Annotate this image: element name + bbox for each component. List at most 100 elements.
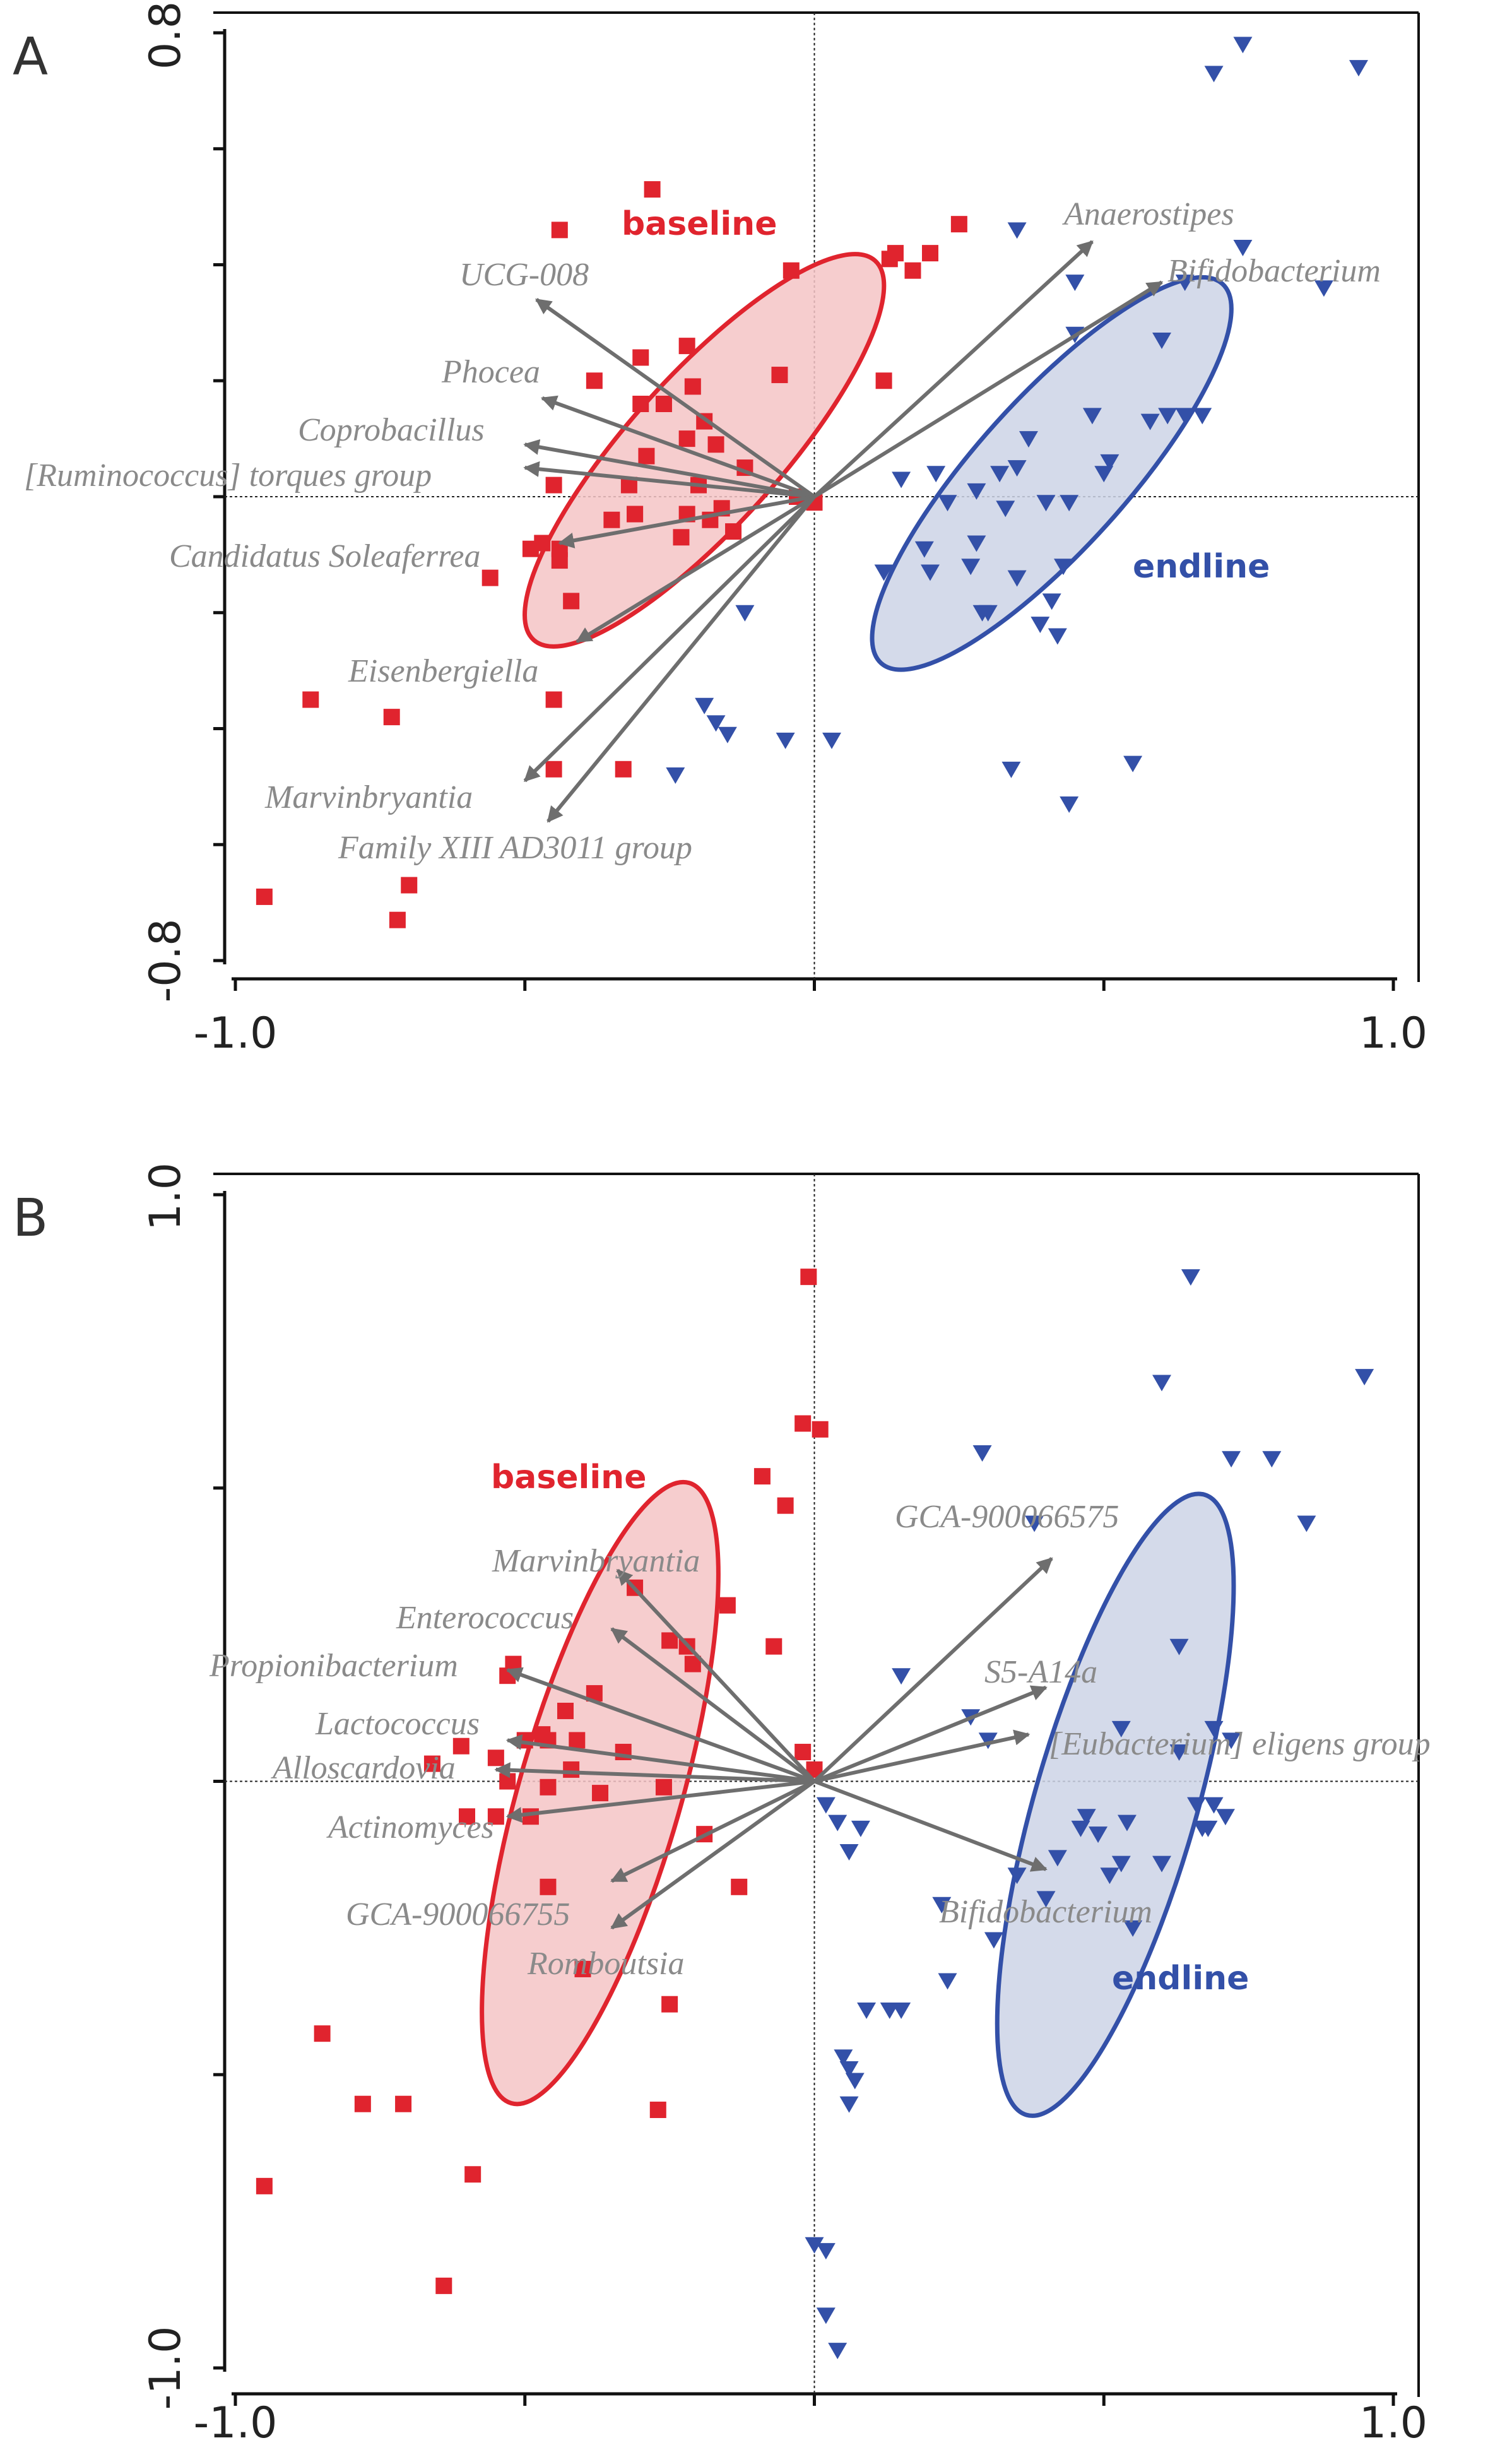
panel-a-endline-point <box>1349 60 1368 77</box>
panel-a-endline-point <box>1048 628 1067 645</box>
panel-a-baseline-point <box>678 430 695 447</box>
panel-b-endline-point <box>892 2003 911 2020</box>
panel-b-endline-point <box>1100 1867 1119 1885</box>
panel-b-endline-point <box>828 1814 848 1832</box>
panel-b-baseline-point <box>256 2177 273 2194</box>
panel-a-endline-point <box>1100 454 1119 471</box>
panel-a: A 0.8 -0.8-1.0 1.0 UCG-008 Phocea Coprobacillu… <box>13 1 1427 1058</box>
panel-a-endline-point <box>1314 280 1333 297</box>
panel-b-endline-point <box>805 2237 824 2254</box>
panel-a-baseline-point <box>632 349 649 366</box>
panel-a-endline-point <box>892 471 911 488</box>
panel-a-endline-point <box>1065 275 1085 292</box>
panel-a-endline-ellipse <box>870 275 1234 672</box>
panel-b-endline-point <box>1355 1369 1374 1386</box>
panel-a-endline-point <box>921 564 940 581</box>
panel-b-baseline-point <box>464 2166 481 2183</box>
panel-b: B 1.0 -1.0-1.0 1.0 Marvinbryantia Enterococcu… <box>13 1163 1431 2448</box>
panel-b-endline-point <box>1071 1820 1090 1837</box>
panel-b-endline-point <box>978 1732 998 1749</box>
panel-b-vector-arrow <box>610 1627 816 1783</box>
panel-a-x-tick-label: -1.0 <box>194 1009 278 1058</box>
panel-b-y-tick-label: -1.0 <box>141 2326 191 2410</box>
panel-b-vector-arrow <box>813 1557 1053 1783</box>
panel-b-endline-point <box>1048 1850 1067 1867</box>
panel-a-baseline-point <box>875 372 892 389</box>
panel-b-baseline-point <box>655 1778 672 1796</box>
panel-b-endline-point <box>1297 1515 1316 1532</box>
panel-b-baseline-point <box>753 1468 771 1485</box>
panel-b-baseline-point <box>800 1269 817 1286</box>
panel-b-baseline-point <box>423 1755 440 1772</box>
panel-a-baseline-point <box>302 691 319 708</box>
panel-a-vector-label: Eisenbergiella <box>348 653 538 689</box>
panel-a-baseline-point <box>950 216 967 233</box>
panel-a-endline-point <box>1233 239 1253 256</box>
panel-b-endline-point <box>1215 1809 1235 1826</box>
panel-a-vector-arrow <box>813 280 1164 499</box>
panel-a-baseline-point <box>644 181 661 198</box>
panel-a-endline-point <box>996 500 1015 518</box>
panel-a-endline-point <box>1054 559 1073 576</box>
panel-b-endline-point <box>1262 1451 1282 1468</box>
panel-a-endline-point <box>1204 66 1224 83</box>
panel-b-endline-point <box>1077 1809 1096 1826</box>
panel-b-endline-point <box>1111 1855 1131 1873</box>
panel-b-baseline-point <box>592 1785 609 1802</box>
panel-a-endline-point <box>1094 466 1114 483</box>
panel-a-baseline-point <box>655 396 672 412</box>
panel-a-endline-point <box>1007 460 1027 477</box>
panel-a-vector-arrow <box>535 298 816 499</box>
panel-b-vector-label: Romboutsia <box>527 1946 684 1982</box>
panel-a-baseline-point <box>627 506 644 523</box>
panel-a-vector-arrow <box>523 461 815 499</box>
panel-b-endline-point <box>1152 1375 1171 1392</box>
panel-a-endline-point <box>1193 408 1212 425</box>
panel-b-endline-point <box>816 1797 836 1814</box>
panel-b-vector-label: [Eubacterium] eligens group <box>1049 1726 1431 1762</box>
panel-b-endline-point <box>1222 1732 1241 1749</box>
panel-b-endline-point <box>839 2096 859 2113</box>
panel-a-baseline-point <box>707 436 724 453</box>
panel-b-endline-point <box>1007 1867 1027 1885</box>
panel-b-vector-label: Propionibacterium <box>209 1648 458 1684</box>
panel-b-endline-point <box>839 1844 859 1861</box>
panel-b-baseline-point <box>354 2095 371 2112</box>
panel-a-endline-point <box>1140 413 1160 430</box>
panel-b-vector-label: Lactococcus <box>315 1706 480 1742</box>
panel-b-baseline-point <box>574 1960 591 1977</box>
panel-a-baseline-point <box>678 338 695 355</box>
panel-a-baseline-point <box>551 222 568 239</box>
panel-b-baseline-point <box>794 1744 812 1761</box>
panel-a-vector-label: Marvinbryantia <box>264 779 473 815</box>
panel-b-endline-point <box>834 2049 853 2066</box>
panel-a-y-tick-label: 0.8 <box>141 1 191 69</box>
panel-b-endline-point <box>1204 1720 1224 1737</box>
panel-a-endline-point <box>776 732 795 749</box>
panel-a-vector-arrow <box>558 495 815 548</box>
panel-b-endline-point <box>857 2003 877 2020</box>
panel-a-baseline-point <box>383 709 400 726</box>
panel-a-baseline-point <box>389 911 406 928</box>
panel-b-vector-arrow <box>616 1568 816 1783</box>
panel-b-vector-label: Marvinbryantia <box>492 1543 700 1579</box>
panel-a-baseline-point <box>673 529 690 546</box>
panel-b-vector-arrow <box>813 1685 1048 1784</box>
panel-b-baseline-point <box>812 1421 829 1438</box>
panel-b-endline-point <box>1152 1855 1171 1873</box>
panel-a-endline-point <box>1060 796 1079 813</box>
panel-a-endline-point <box>718 726 737 743</box>
panel-b-endline-point <box>851 1820 870 1837</box>
panel-a-baseline-point <box>904 262 921 279</box>
panel-a-endline-point <box>1158 408 1178 425</box>
panel-b-vector-arrow <box>505 1667 815 1784</box>
panel-a-endline-point <box>1019 431 1038 448</box>
panel-a-endline-point <box>666 767 685 784</box>
panel-b-baseline-point <box>314 2025 331 2042</box>
panel-a-vector-label: Family XIII AD3011 group <box>338 830 692 866</box>
panel-a-vector-label: Candidatus Soleaferrea <box>169 538 481 574</box>
panel-b-baseline-point <box>540 1878 557 1895</box>
panel-b-y-tick-label: 1.0 <box>141 1163 191 1231</box>
panel-a-baseline-point <box>551 552 568 569</box>
panel-b-endline-point <box>1111 1720 1131 1737</box>
